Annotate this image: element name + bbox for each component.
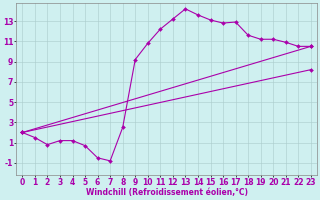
X-axis label: Windchill (Refroidissement éolien,°C): Windchill (Refroidissement éolien,°C) (85, 188, 248, 197)
